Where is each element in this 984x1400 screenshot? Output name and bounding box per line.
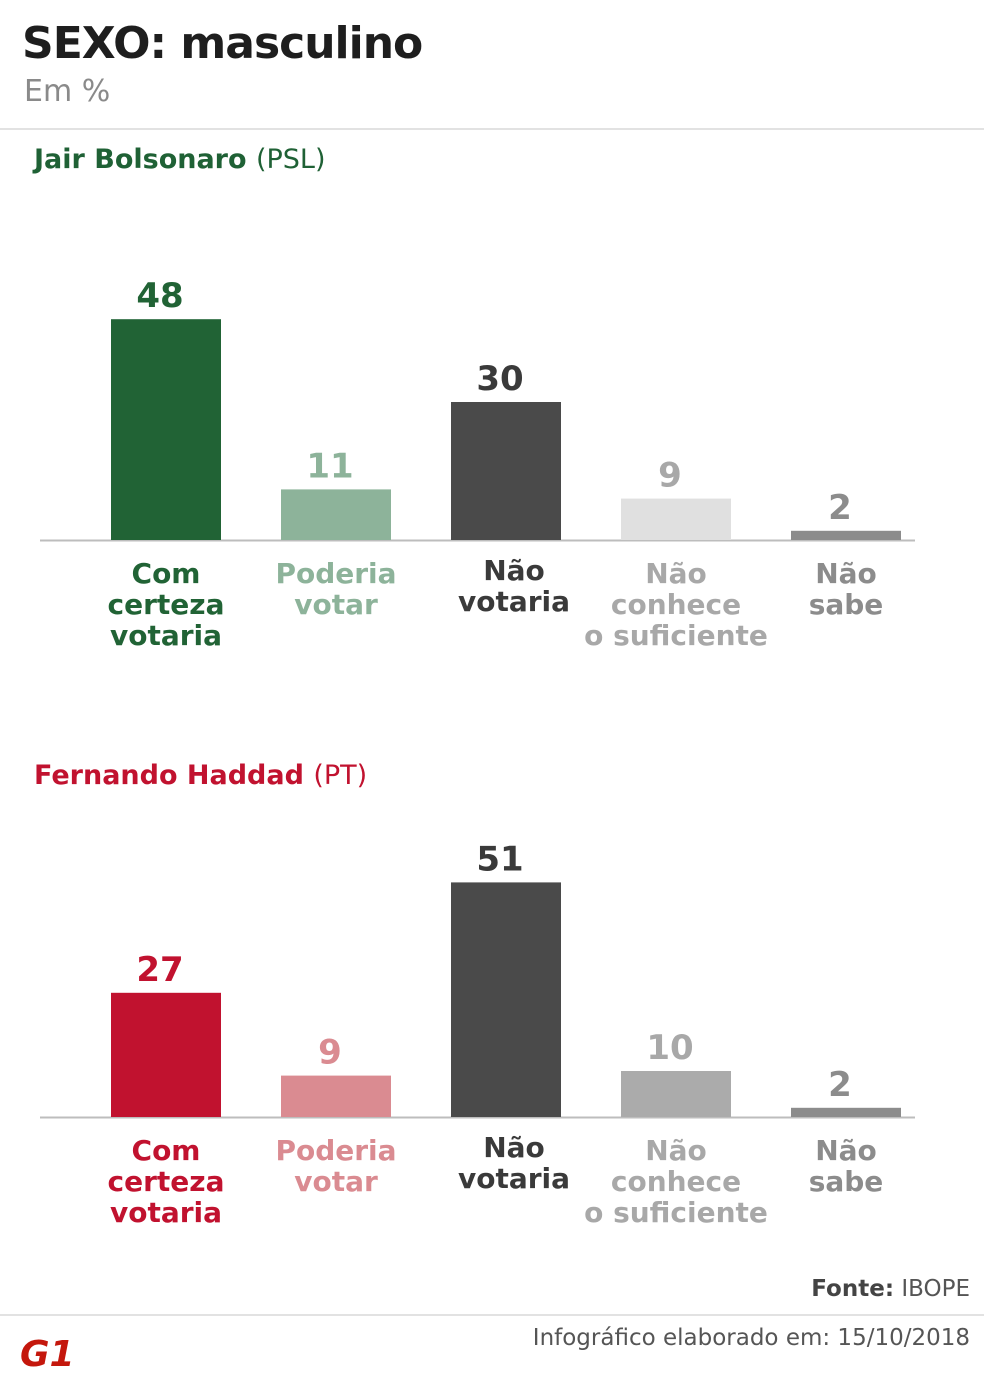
category-label-line: conhece xyxy=(610,1165,742,1198)
bar xyxy=(791,1107,901,1117)
category-label-line: Não xyxy=(645,557,707,590)
bar-value-label: 30 xyxy=(476,359,523,399)
candidate-title-haddad: Fernando Haddad (PT) xyxy=(34,760,367,791)
g1-logo-text: G1 xyxy=(20,1334,75,1372)
category-label-line: Não xyxy=(815,1134,877,1167)
footer-divider xyxy=(0,1314,984,1316)
bar-value-label: 2 xyxy=(828,488,852,528)
bar xyxy=(791,530,901,540)
category-label-line: votar xyxy=(294,1165,378,1198)
bar xyxy=(281,489,391,540)
category-label-line: votaria xyxy=(457,585,571,618)
category-label: Não sabe xyxy=(746,1135,946,1197)
category-label-line: votar xyxy=(294,588,378,621)
category-label-line: certeza xyxy=(107,588,225,621)
category-label: Não conhece o suficiente xyxy=(576,558,776,651)
candidate-party: (PT) xyxy=(313,760,368,791)
category-label-line: Não xyxy=(645,1134,707,1167)
category-label-line: votaria xyxy=(109,619,223,652)
bar-value-label: 11 xyxy=(306,446,353,486)
candidate-title-bolsonaro: Jair Bolsonaro (PSL) xyxy=(34,144,325,175)
category-label-line: sabe xyxy=(808,588,884,621)
category-label: Não conhece o suficiente xyxy=(576,1135,776,1228)
source-label: Fonte: xyxy=(811,1276,895,1302)
category-label: Com certeza votaria xyxy=(66,1135,266,1228)
bar-value-label: 51 xyxy=(476,839,523,879)
source-note: Fonte: IBOPE xyxy=(811,1276,970,1302)
haddad-bar-chart: 27 9 51 10 2 xyxy=(40,839,915,1119)
bar xyxy=(621,1071,731,1117)
category-label-line: votaria xyxy=(109,1196,223,1229)
category-label-line: o suficiente xyxy=(584,619,768,652)
category-label: Não votaria xyxy=(414,1132,614,1194)
category-label: Não sabe xyxy=(746,558,946,620)
category-label-line: Não xyxy=(483,554,545,587)
g1-logo: G1 xyxy=(20,1334,75,1372)
category-label-line: Não xyxy=(483,1131,545,1164)
bar xyxy=(451,402,561,540)
footer-credit: Infográfico elaborado em: 15/10/2018 xyxy=(532,1325,970,1351)
bar xyxy=(111,992,221,1117)
category-label-line: Com xyxy=(131,1134,201,1167)
bar-value-label: 9 xyxy=(658,456,682,496)
bar-value-label: 9 xyxy=(318,1033,342,1073)
header-divider xyxy=(0,128,984,130)
category-label: Com certeza votaria xyxy=(66,558,266,651)
category-label-line: Com xyxy=(131,557,201,590)
category-label-line: certeza xyxy=(107,1165,225,1198)
bolsonaro-bar-chart: 48 11 30 9 2 xyxy=(40,276,915,542)
category-label-line: sabe xyxy=(808,1165,884,1198)
category-label: Não votaria xyxy=(414,555,614,617)
category-label-line: Poderia xyxy=(275,557,397,590)
source-value: IBOPE xyxy=(901,1276,970,1302)
category-label: Poderia votar xyxy=(236,1135,436,1197)
category-label-line: Não xyxy=(815,557,877,590)
category-label: Poderia votar xyxy=(236,558,436,620)
chart-title: SEXO: masculino xyxy=(22,18,423,69)
bar xyxy=(111,319,221,540)
chart-subtitle: Em % xyxy=(24,74,111,109)
candidate-party: (PSL) xyxy=(255,144,326,175)
bar-value-label: 10 xyxy=(646,1028,693,1068)
bar-value-label: 2 xyxy=(828,1065,852,1105)
category-label-line: Poderia xyxy=(275,1134,397,1167)
bar-value-label: 27 xyxy=(136,950,183,990)
category-label-line: o suficiente xyxy=(584,1196,768,1229)
candidate-name: Fernando Haddad xyxy=(34,760,304,791)
category-label-line: votaria xyxy=(457,1162,571,1195)
bar xyxy=(451,882,561,1117)
bar xyxy=(281,1075,391,1117)
bar xyxy=(621,498,731,540)
bar-value-label: 48 xyxy=(136,276,183,316)
category-label-line: conhece xyxy=(610,588,742,621)
candidate-name: Jair Bolsonaro xyxy=(34,144,247,175)
